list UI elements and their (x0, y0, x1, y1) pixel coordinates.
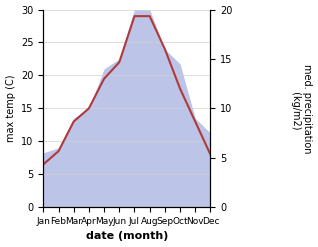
Y-axis label: max temp (C): max temp (C) (5, 75, 16, 142)
Y-axis label: med. precipitation
 (kg/m2): med. precipitation (kg/m2) (291, 64, 313, 153)
X-axis label: date (month): date (month) (86, 231, 168, 242)
